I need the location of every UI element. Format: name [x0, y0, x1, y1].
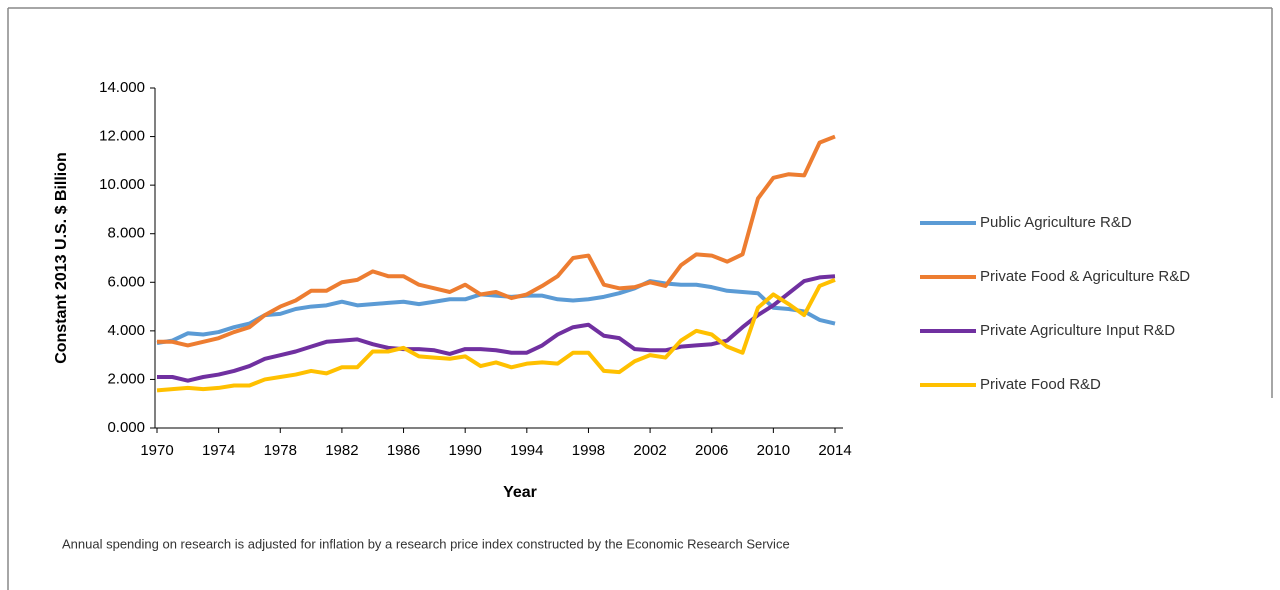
x-tick-label: 2010 — [757, 442, 790, 459]
y-tick-label: 10.000 — [99, 176, 145, 193]
legend-label: Private Food R&D — [980, 376, 1101, 393]
x-tick-label: 1978 — [264, 442, 297, 459]
y-tick-label: 4.000 — [107, 322, 145, 339]
y-axis-label: Constant 2013 U.S. $ Billion — [53, 152, 70, 364]
x-tick-label: 2002 — [633, 442, 666, 459]
series-line — [156, 277, 836, 393]
y-tick-label: 14.000 — [99, 79, 145, 96]
y-tick-label: 0.000 — [107, 419, 145, 436]
x-tick-label: 1986 — [387, 442, 420, 459]
y-tick-label: 6.000 — [107, 273, 145, 290]
series-line — [157, 134, 836, 348]
series-line — [156, 279, 836, 345]
y-tick-label: 8.000 — [107, 225, 145, 242]
x-axis-label: Year — [503, 484, 537, 501]
x-tick-label: 1990 — [448, 442, 481, 459]
x-tick-label: 1970 — [140, 442, 173, 459]
y-tick-label: 2.000 — [107, 370, 145, 387]
x-tick-label: 1998 — [572, 442, 605, 459]
x-tick-label: 1994 — [510, 442, 543, 459]
legend-label: Private Food & Agriculture R&D — [980, 268, 1190, 285]
y-tick-label: 12.000 — [99, 128, 145, 145]
x-tick-label: 1974 — [202, 442, 235, 459]
x-tick-label: 2014 — [818, 442, 851, 459]
x-tick-label: 2006 — [695, 442, 728, 459]
legend-label: Public Agriculture R&D — [980, 214, 1132, 231]
legend-label: Private Agriculture Input R&D — [980, 322, 1175, 339]
footnote: Annual spending on research is adjusted … — [62, 536, 790, 551]
x-tick-label: 1982 — [325, 442, 358, 459]
